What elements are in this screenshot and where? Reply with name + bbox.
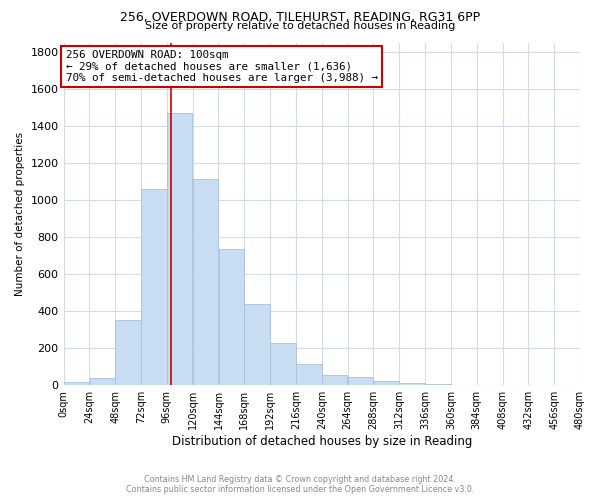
Bar (296, 364, 322, 385)
Bar (348, 376, 373, 385)
Bar (322, 374, 347, 385)
Bar (141, 188, 167, 385)
Text: Contains HM Land Registry data © Crown copyright and database right 2024.
Contai: Contains HM Land Registry data © Crown c… (126, 474, 474, 494)
Bar (167, 113, 193, 385)
Bar (244, 304, 270, 385)
Y-axis label: Number of detached properties: Number of detached properties (15, 132, 25, 296)
Bar (115, 320, 141, 385)
Bar (374, 381, 399, 385)
Bar (270, 343, 296, 385)
Bar (218, 249, 244, 385)
Text: 256 OVERDOWN ROAD: 100sqm
← 29% of detached houses are smaller (1,636)
70% of se: 256 OVERDOWN ROAD: 100sqm ← 29% of detac… (65, 50, 377, 83)
Bar (64, 382, 89, 385)
X-axis label: Distribution of detached houses by size in Reading: Distribution of detached houses by size … (172, 434, 472, 448)
Bar (193, 180, 218, 385)
Bar (89, 378, 115, 385)
Bar (400, 382, 425, 385)
Text: Size of property relative to detached houses in Reading: Size of property relative to detached ho… (145, 21, 455, 31)
Text: 256, OVERDOWN ROAD, TILEHURST, READING, RG31 6PP: 256, OVERDOWN ROAD, TILEHURST, READING, … (120, 11, 480, 24)
